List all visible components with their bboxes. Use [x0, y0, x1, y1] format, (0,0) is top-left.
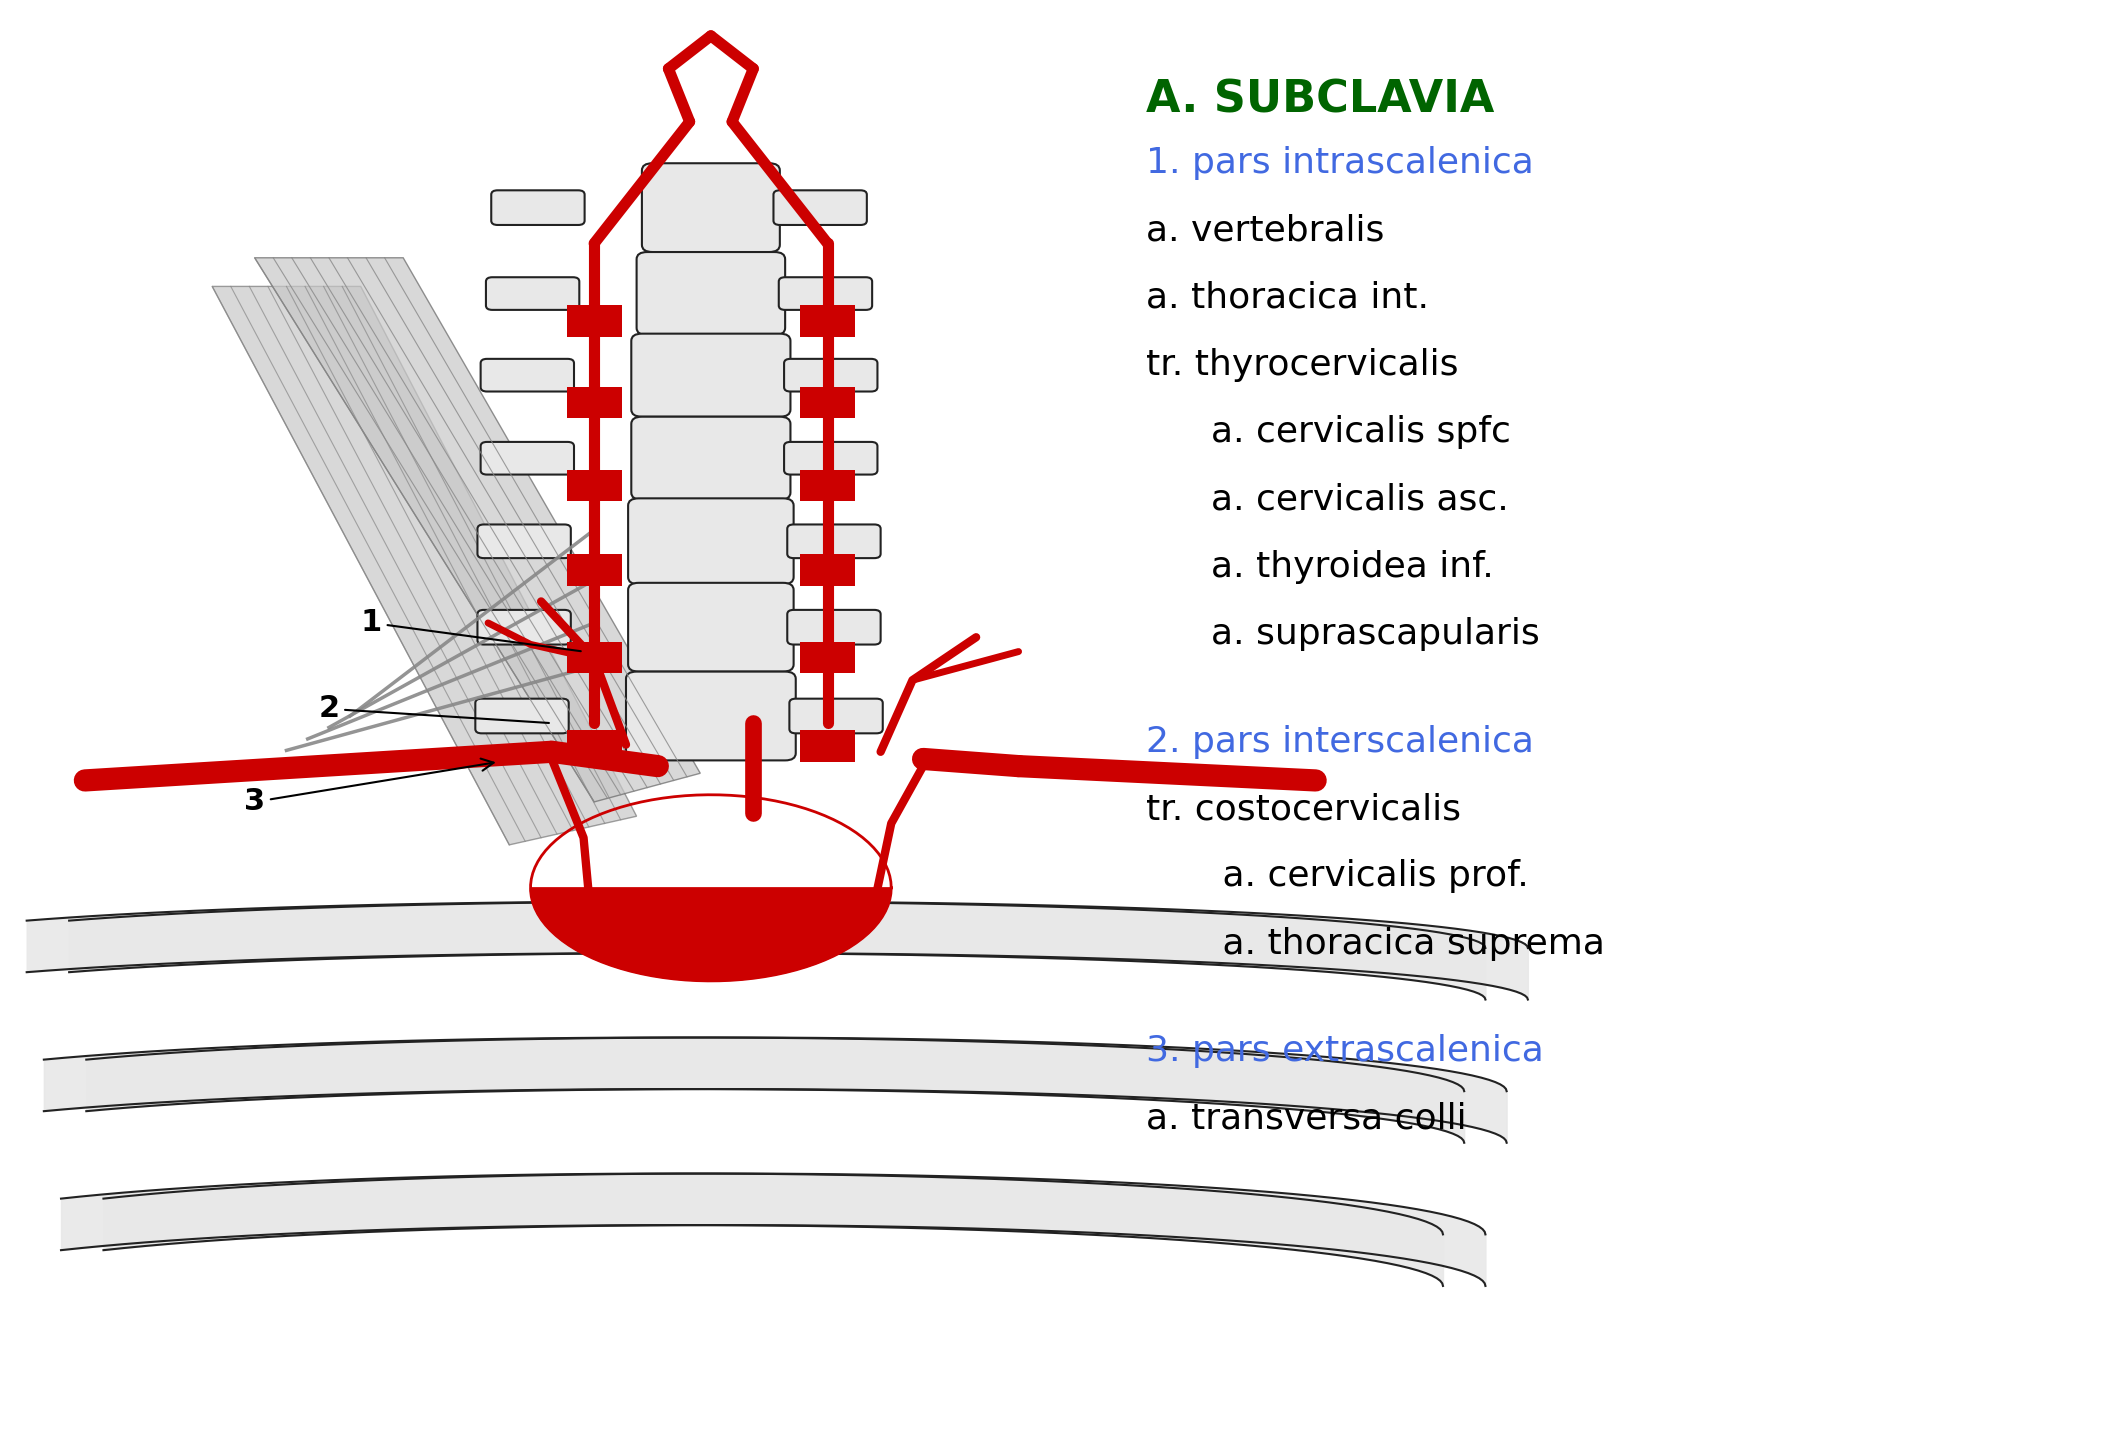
Text: a. vertebralis: a. vertebralis [1146, 213, 1384, 248]
Text: a. cervicalis prof.: a. cervicalis prof. [1188, 859, 1530, 894]
Bar [800, 554, 855, 586]
Bar [567, 305, 622, 337]
Text: 3: 3 [244, 759, 494, 816]
Text: tr. costocervicalis: tr. costocervicalis [1146, 792, 1460, 826]
Text: A. SUBCLAVIA: A. SUBCLAVIA [1146, 79, 1494, 122]
FancyBboxPatch shape [632, 417, 789, 500]
Bar [800, 730, 855, 762]
Bar [567, 554, 622, 586]
FancyBboxPatch shape [787, 610, 881, 644]
FancyBboxPatch shape [475, 699, 569, 733]
FancyBboxPatch shape [477, 610, 571, 644]
Text: 2. pars interscalenica: 2. pars interscalenica [1146, 725, 1534, 759]
FancyBboxPatch shape [785, 359, 879, 391]
Text: 1. pars intrascalenica: 1. pars intrascalenica [1146, 146, 1534, 180]
Text: a. thyroidea inf.: a. thyroidea inf. [1188, 550, 1494, 584]
Text: 1: 1 [361, 609, 581, 652]
Text: tr. thyrocervicalis: tr. thyrocervicalis [1146, 348, 1458, 382]
FancyBboxPatch shape [626, 672, 796, 760]
FancyBboxPatch shape [785, 442, 879, 474]
Polygon shape [255, 258, 700, 802]
FancyBboxPatch shape [641, 163, 781, 252]
FancyBboxPatch shape [477, 524, 571, 558]
Text: 3. pars extrascalenica: 3. pars extrascalenica [1146, 1034, 1543, 1068]
Bar [567, 730, 622, 762]
FancyBboxPatch shape [779, 278, 872, 309]
Bar [567, 642, 622, 673]
Text: 2: 2 [318, 695, 550, 723]
FancyBboxPatch shape [628, 583, 794, 672]
Text: a. cervicalis asc.: a. cervicalis asc. [1188, 483, 1509, 517]
FancyBboxPatch shape [772, 190, 868, 225]
Polygon shape [212, 286, 637, 845]
FancyBboxPatch shape [480, 359, 573, 391]
FancyBboxPatch shape [789, 699, 883, 733]
Text: a. cervicalis spfc: a. cervicalis spfc [1188, 415, 1511, 450]
Text: a. thoracica int.: a. thoracica int. [1146, 281, 1428, 315]
Text: a. thoracica suprema: a. thoracica suprema [1188, 927, 1604, 961]
Text: a. transversa colli: a. transversa colli [1146, 1101, 1466, 1136]
Text: a. suprascapularis: a. suprascapularis [1188, 617, 1541, 652]
FancyBboxPatch shape [637, 252, 785, 335]
FancyBboxPatch shape [480, 442, 573, 474]
FancyBboxPatch shape [628, 498, 794, 584]
FancyBboxPatch shape [632, 334, 789, 417]
Bar [800, 387, 855, 418]
Bar [567, 387, 622, 418]
FancyBboxPatch shape [486, 278, 579, 309]
Bar [800, 470, 855, 501]
Bar [800, 305, 855, 337]
FancyBboxPatch shape [490, 190, 584, 225]
Bar [800, 642, 855, 673]
Bar [567, 470, 622, 501]
Polygon shape [530, 888, 891, 981]
FancyBboxPatch shape [787, 524, 881, 558]
